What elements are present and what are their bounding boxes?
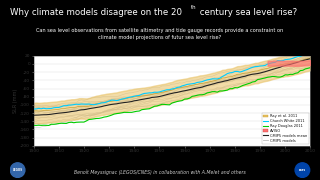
Text: cnes: cnes <box>299 168 306 172</box>
Text: Benoît Meyssignac (LEGOS/CNES) in collaboration with A.Melet and others: Benoît Meyssignac (LEGOS/CNES) in collab… <box>74 169 246 175</box>
Legend: Ray et al. 2011, Church White 2011, Ray Douglas 2011, AVISO, CMIP5 models mean, : Ray et al. 2011, Church White 2011, Ray … <box>262 113 308 144</box>
Text: Why climate models disagree on the 20: Why climate models disagree on the 20 <box>10 8 182 17</box>
Text: century sea level rise?: century sea level rise? <box>197 8 297 17</box>
Circle shape <box>10 163 25 177</box>
Text: th: th <box>191 5 196 10</box>
Circle shape <box>295 163 310 177</box>
Text: LEGOS: LEGOS <box>12 168 23 172</box>
Y-axis label: SLR (mm): SLR (mm) <box>13 89 18 113</box>
Text: Can sea level observations from satellite altimetry and tide gauge records provi: Can sea level observations from satellit… <box>36 28 284 39</box>
